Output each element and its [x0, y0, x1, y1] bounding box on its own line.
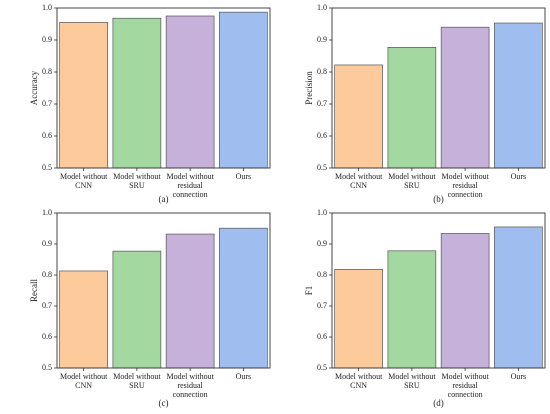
x-tick-label: Model without residual connection: [166, 172, 214, 199]
y-tick-label: 1.0: [42, 3, 52, 12]
plot-frame: [331, 7, 546, 169]
bar: [59, 22, 108, 169]
y-tick-label: 0.6: [42, 131, 52, 140]
x-tick-label: Model without SRU: [388, 372, 436, 390]
x-tick-label: Model without SRU: [388, 172, 436, 190]
caption: (b): [433, 194, 444, 204]
x-tick-label: Model without CNN: [334, 172, 383, 190]
y-axis-label: Accuracy: [29, 70, 39, 105]
x-tick-label: Ours: [510, 372, 527, 381]
bar: [334, 269, 383, 369]
y-tick-label: 0.8: [42, 67, 52, 76]
y-tick-label: 0.5: [317, 363, 327, 372]
y-tick-label: 0.8: [42, 270, 52, 279]
bar: [387, 250, 437, 369]
y-tick-label: 0.7: [42, 301, 52, 310]
y-tick-label: 0.5: [42, 363, 52, 372]
x-tick-label: Model without CNN: [59, 372, 108, 390]
x-tick-label: Model without SRU: [113, 172, 161, 190]
bar: [494, 22, 543, 169]
bar: [387, 47, 437, 169]
bar: [165, 233, 215, 369]
plot-frame: [331, 212, 546, 369]
x-tick-label: Model without CNN: [59, 172, 108, 190]
bar: [165, 15, 215, 169]
y-tick-label: 0.8: [317, 270, 327, 279]
caption: (c): [159, 398, 169, 408]
x-tick-label: Model without residual connection: [441, 372, 489, 399]
y-tick-label: 0.7: [317, 99, 327, 108]
y-axis-label: Precision: [304, 71, 314, 105]
x-tick-label: Ours: [510, 172, 527, 181]
y-tick-label: 0.6: [317, 131, 327, 140]
y-tick-label: 0.9: [317, 239, 327, 248]
y-tick-label: 0.6: [42, 332, 52, 341]
y-tick-label: 0.5: [42, 163, 52, 172]
bar: [112, 250, 162, 369]
y-tick-label: 1.0: [317, 3, 327, 12]
y-tick-label: 1.0: [42, 208, 52, 217]
bar: [219, 11, 268, 169]
x-tick-label: Model without residual connection: [166, 372, 214, 399]
plot-frame: [56, 7, 271, 169]
x-tick-label: Ours: [235, 372, 252, 381]
bar: [112, 17, 162, 169]
x-tick-label: Ours: [235, 172, 252, 181]
bar: [440, 26, 490, 169]
y-tick-label: 0.7: [42, 99, 52, 108]
x-tick-label: Model without SRU: [113, 372, 161, 390]
bar: [219, 227, 268, 369]
x-tick-label: Model without CNN: [334, 372, 383, 390]
y-tick-label: 0.9: [42, 35, 52, 44]
plot-frame: [56, 212, 271, 369]
bar: [59, 270, 108, 369]
y-axis-label: Recall: [29, 279, 39, 302]
x-tick-label: Model without residual connection: [441, 172, 489, 199]
bar: [334, 64, 383, 169]
y-tick-label: 0.9: [317, 35, 327, 44]
caption: (d): [433, 398, 444, 408]
y-tick-label: 0.9: [42, 239, 52, 248]
bar: [494, 226, 543, 369]
y-tick-label: 1.0: [317, 208, 327, 217]
y-tick-label: 0.8: [317, 67, 327, 76]
y-tick-label: 0.7: [317, 301, 327, 310]
bar: [440, 233, 490, 369]
y-tick-label: 0.6: [317, 332, 327, 341]
y-tick-label: 0.5: [317, 163, 327, 172]
caption: (a): [159, 194, 169, 204]
y-axis-label: F1: [304, 286, 314, 296]
